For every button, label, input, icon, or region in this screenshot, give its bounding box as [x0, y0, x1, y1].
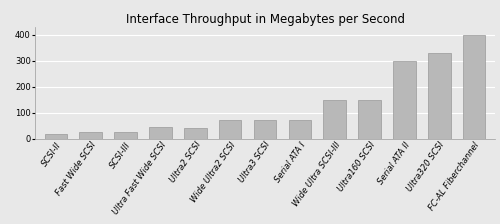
Bar [393, 61, 415, 139]
Bar [44, 134, 67, 139]
Bar [428, 53, 450, 139]
Title: Interface Throughput in Megabytes per Second: Interface Throughput in Megabytes per Se… [126, 13, 404, 26]
Bar [184, 128, 206, 139]
Bar [149, 127, 172, 139]
Bar [324, 100, 346, 139]
Bar [358, 100, 381, 139]
Bar [80, 132, 102, 139]
Bar [254, 120, 276, 139]
Bar [288, 120, 311, 139]
Bar [463, 35, 485, 139]
Bar [219, 120, 242, 139]
Bar [114, 132, 137, 139]
